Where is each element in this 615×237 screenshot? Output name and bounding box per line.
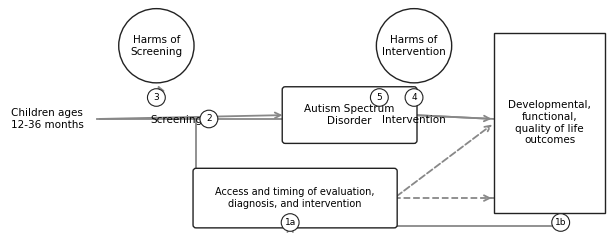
- Text: Intervention: Intervention: [382, 115, 446, 125]
- Circle shape: [119, 9, 194, 83]
- Text: Autism Spectrum
Disorder: Autism Spectrum Disorder: [304, 104, 395, 126]
- Circle shape: [376, 9, 451, 83]
- Circle shape: [200, 110, 218, 128]
- Circle shape: [281, 214, 299, 231]
- Text: Harms of
Screening: Harms of Screening: [130, 35, 183, 57]
- Text: 5: 5: [376, 93, 382, 102]
- Text: 1a: 1a: [285, 218, 296, 227]
- Text: 1b: 1b: [555, 218, 566, 227]
- Circle shape: [370, 89, 388, 106]
- Text: Screening: Screening: [150, 115, 202, 125]
- Text: Children ages
12-36 months: Children ages 12-36 months: [10, 108, 84, 130]
- Text: 3: 3: [154, 93, 159, 102]
- FancyBboxPatch shape: [282, 87, 417, 143]
- Text: Access and timing of evaluation,
diagnosis, and intervention: Access and timing of evaluation, diagnos…: [215, 187, 375, 209]
- Circle shape: [405, 89, 423, 106]
- FancyBboxPatch shape: [193, 168, 397, 228]
- Text: Harms of
Intervention: Harms of Intervention: [382, 35, 446, 57]
- Bar: [494, 32, 605, 213]
- Circle shape: [552, 214, 569, 231]
- Text: Developmental,
functional,
quality of life
outcomes: Developmental, functional, quality of li…: [509, 100, 591, 145]
- Text: 2: 2: [206, 114, 212, 123]
- Text: 4: 4: [411, 93, 417, 102]
- Circle shape: [148, 89, 165, 106]
